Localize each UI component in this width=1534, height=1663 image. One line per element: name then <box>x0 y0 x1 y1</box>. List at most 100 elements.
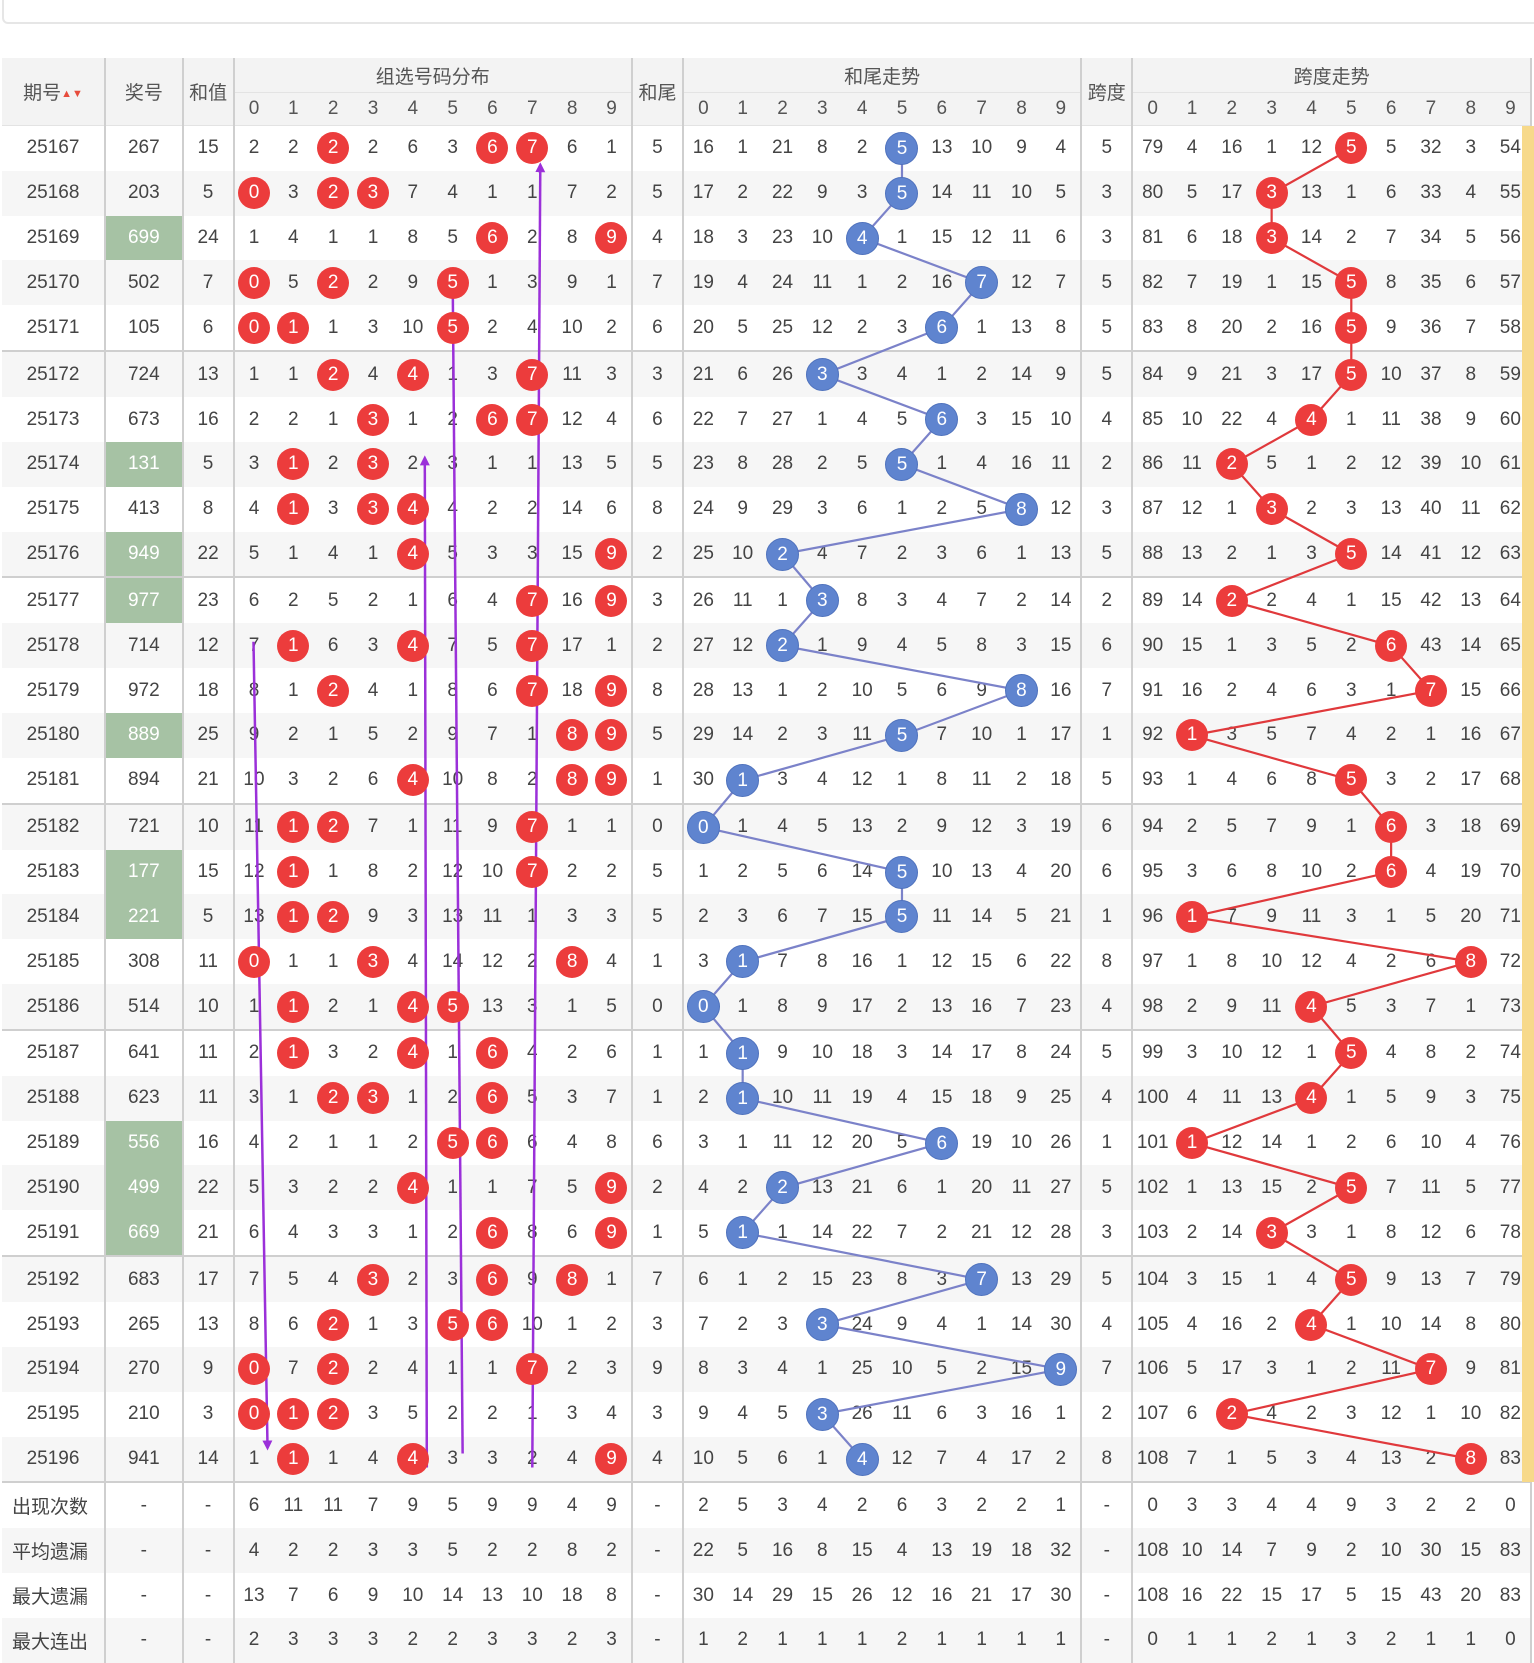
tail-trend-cell: 4 <box>762 802 803 850</box>
dist-cell: 6 <box>472 1075 513 1121</box>
table-row: 25185 308 11 0 1 1 3 4 14 12 2 8 4 1 3 1 7 8 16 1 12 15 6 22 8 97… <box>2 939 1533 985</box>
dist-cell: 8 <box>392 215 433 261</box>
tail-trend-cell: 3 <box>762 757 803 804</box>
span-trend-cell: 1 <box>1251 125 1292 171</box>
tail-trend-cell: 14 <box>1001 350 1042 398</box>
span-trend-cell: 5 <box>1331 1255 1372 1303</box>
dist-cell: 2 <box>313 260 354 306</box>
sum-tail-cell: 0 <box>631 984 684 1030</box>
span-cell: 5 <box>1081 1165 1134 1211</box>
tail-trend-cell: 23 <box>1041 984 1083 1030</box>
span-trend-cell: 8 <box>1411 1028 1451 1076</box>
dist-cell: 5 <box>353 712 393 758</box>
period-cell: 25171 <box>2 305 107 352</box>
tail-trend-cell: 16 <box>961 984 1002 1030</box>
span-trend-cell: 19 <box>1450 849 1491 895</box>
stat-dist-cell: 2 <box>313 1528 354 1574</box>
dist-cell: 4 <box>353 668 393 713</box>
stat-span-cell: 14 <box>1211 1528 1252 1574</box>
dist-cell: 6 <box>592 486 633 532</box>
dist-cell: 9 <box>592 215 633 261</box>
hit-ball-red: 3 <box>356 1082 389 1115</box>
span-trend-cell: 92 <box>1132 712 1173 758</box>
tail-ball-blue: 9 <box>1044 1352 1078 1386</box>
span-trend-cell: 1 <box>1291 1346 1332 1392</box>
sum-cell: 24 <box>182 215 235 261</box>
tail-trend-cell: 1 <box>961 305 1002 352</box>
dist-cell: 6 <box>552 125 593 171</box>
period-cell: 25167 <box>2 125 107 171</box>
span-cell: 6 <box>1081 849 1134 895</box>
span-trend-cell: 6 <box>1371 802 1412 850</box>
tail-ball-blue: 8 <box>1004 674 1038 708</box>
span-cell: 5 <box>1081 531 1134 578</box>
dist-cell: 1 <box>273 623 314 669</box>
span-trend-cell: 10 <box>1172 397 1212 442</box>
span-trend-cell: 15 <box>1450 668 1491 713</box>
tail-trend-cell: 11 <box>961 170 1002 216</box>
stat-dist-cell: 3 <box>392 1528 433 1574</box>
span-trend-cell: 1 <box>1211 1436 1252 1483</box>
tail-trend-cell: 3 <box>802 486 843 532</box>
tail-trend-cell: 3 <box>682 1120 723 1166</box>
span-ball-red: 6 <box>1375 629 1408 662</box>
tail-trend-cell: 13 <box>1001 1255 1042 1303</box>
table-row: 25171 105 6 0 1 1 3 10 5 2 4 10 2 6 20 5 25 12 2 3 6 1 13 8 5 83 8… <box>2 305 1533 352</box>
dist-cell: 4 <box>273 215 314 261</box>
span-ball-red: 8 <box>1454 945 1487 978</box>
hit-ball-red: 0 <box>237 266 270 299</box>
span-trend-cell: 104 <box>1132 1255 1173 1303</box>
span-digit-header-5: 5 <box>1331 92 1372 126</box>
span-trend-cell: 37 <box>1411 350 1451 398</box>
dist-cell: 4 <box>392 350 433 398</box>
span-trend-cell: 5 <box>1331 305 1372 352</box>
stat-dist-cell: 3 <box>353 1528 393 1574</box>
sort-icon[interactable]: ▲▼ <box>61 87 83 100</box>
hit-ball-red: 9 <box>595 719 628 752</box>
dist-cell: 4 <box>353 1436 393 1483</box>
dist-cell: 3 <box>353 1391 393 1437</box>
stat-tail-cell: 21 <box>961 1573 1002 1618</box>
stat-span-cell: 3 <box>1371 1481 1412 1529</box>
tail-trend-cell: 4 <box>961 1436 1002 1483</box>
tail-trend-cell: 1 <box>882 215 922 261</box>
hit-ball-red: 1 <box>277 900 310 933</box>
span-trend-cell: 8 <box>1172 305 1212 352</box>
stat-dist-cell: 2 <box>392 1617 433 1663</box>
dist-cell: 2 <box>432 1075 473 1121</box>
prize-cell: 721 <box>105 802 184 850</box>
tail-trend-cell: 9 <box>1001 125 1042 171</box>
span-trend-cell: 5 <box>1211 802 1252 850</box>
stat-span-cell: 2 <box>1371 1617 1412 1663</box>
span-trend-cell: 7 <box>1172 1436 1212 1483</box>
prize-cell: 177 <box>105 849 184 895</box>
hit-ball-red: 6 <box>476 1082 509 1115</box>
period-cell: 25195 <box>2 1391 107 1437</box>
stat-prize: - <box>105 1528 184 1574</box>
tail-trend-cell: 2 <box>842 125 883 171</box>
span-trend-cell: 4 <box>1450 1120 1491 1166</box>
tail-trend-cell: 4 <box>842 1436 883 1483</box>
period-cell: 25191 <box>2 1210 107 1257</box>
span-trend-cell: 4 <box>1331 712 1372 758</box>
tail-trend-cell: 1 <box>802 623 843 669</box>
dist-cell: 6 <box>353 757 393 804</box>
span-digit-header-4: 4 <box>1291 92 1332 126</box>
stat-span-cell: 10 <box>1371 1528 1412 1574</box>
tail-trend-cell: 5 <box>882 668 922 713</box>
stat-sum: - <box>182 1573 235 1618</box>
span-cell: 8 <box>1081 1436 1134 1483</box>
tail-trend-cell: 16 <box>1001 441 1042 487</box>
span-digit-header-7: 7 <box>1411 92 1451 126</box>
span-ball-red: 2 <box>1215 584 1248 617</box>
dist-cell: 3 <box>353 441 393 487</box>
span-trend-cell: 12 <box>1291 939 1332 985</box>
span-trend-cell: 6 <box>1172 215 1212 261</box>
tail-trend-cell: 25 <box>762 305 803 352</box>
period-header[interactable]: 期号▲▼ <box>2 58 107 126</box>
span-trend-cell: 14 <box>1450 623 1491 669</box>
tail-trend-cell: 23 <box>762 215 803 261</box>
dist-cell: 6 <box>392 125 433 171</box>
tail-trend-cell: 23 <box>842 1255 883 1303</box>
dist-cell: 3 <box>353 486 393 532</box>
